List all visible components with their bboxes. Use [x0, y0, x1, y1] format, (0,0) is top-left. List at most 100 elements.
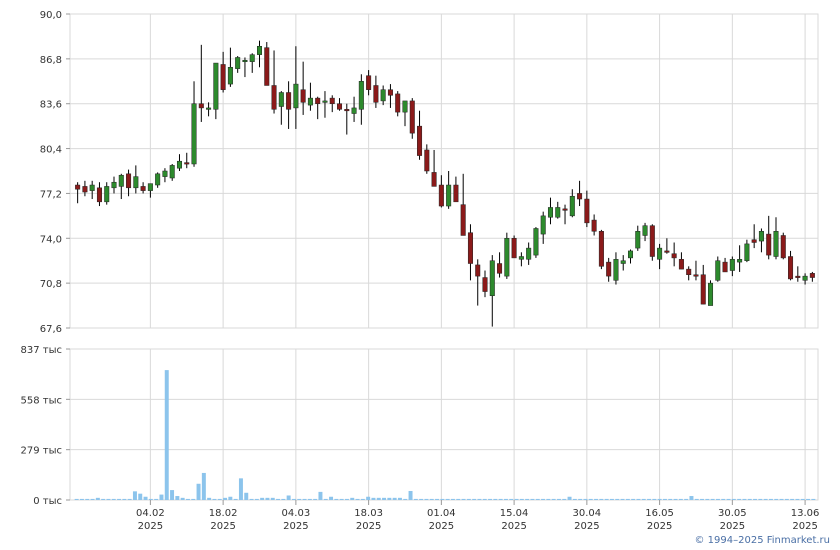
volume-bar	[419, 498, 424, 500]
volume-bar	[302, 498, 307, 500]
candle-body	[562, 208, 568, 211]
volume-bar	[350, 497, 355, 500]
volume-bar	[461, 498, 466, 500]
candle-body	[373, 85, 379, 103]
volume-bar	[715, 498, 720, 500]
x-tick-year: 2025	[283, 521, 308, 532]
volume-bar	[382, 497, 387, 500]
volume-bar	[588, 498, 593, 500]
volume-bar	[286, 495, 291, 500]
volume-bar	[726, 498, 731, 500]
x-tick-date: 04.03	[282, 508, 311, 519]
price-tick-label: 74,0	[40, 234, 62, 245]
volume-bar	[615, 498, 620, 500]
candle-body	[249, 54, 255, 62]
volume-tick-label: 558 тыс	[21, 395, 62, 406]
candle-body	[322, 100, 328, 103]
candle-body	[133, 176, 139, 189]
volume-bar	[424, 498, 429, 500]
candle-body	[176, 160, 182, 169]
candle-body	[533, 228, 539, 256]
volume-bar	[122, 498, 127, 500]
volume-bar	[148, 498, 153, 500]
candle-body	[620, 260, 626, 264]
volume-bar	[790, 498, 795, 500]
volume-bar	[170, 490, 175, 500]
volume-bar	[276, 498, 281, 500]
candle-body	[242, 60, 248, 63]
candle-body	[271, 85, 277, 110]
volume-bar	[503, 498, 508, 500]
volume-bar	[217, 498, 222, 500]
candle-body	[649, 225, 655, 257]
volume-bar	[180, 497, 185, 500]
volume-bar	[132, 491, 137, 500]
volume-bar	[265, 497, 270, 500]
candle-body	[577, 193, 583, 200]
volume-bar	[742, 498, 747, 500]
volume-bar	[694, 498, 699, 500]
volume-bar	[625, 498, 630, 500]
volume-bar	[768, 498, 773, 500]
volume-bar	[95, 497, 100, 500]
price-tick-label: 90,0	[40, 10, 62, 21]
candle-body	[155, 173, 161, 186]
price-tick-label: 67,6	[40, 324, 62, 335]
volume-bar	[270, 497, 275, 500]
volume-bar	[689, 496, 694, 500]
candle-body	[82, 186, 88, 193]
candle-body	[293, 83, 299, 109]
candle-body	[758, 231, 764, 242]
volume-bar	[355, 498, 360, 500]
volume-bar	[535, 498, 540, 500]
candle-body	[409, 100, 415, 134]
candle-body	[198, 103, 204, 109]
volume-bar	[731, 498, 736, 500]
volume-bar	[127, 498, 132, 500]
candle-body	[489, 260, 495, 297]
x-tick-date: 15.04	[500, 508, 529, 519]
volume-bar	[784, 498, 789, 500]
volume-bar	[678, 498, 683, 500]
candle-body	[75, 184, 81, 190]
volume-bar	[684, 498, 689, 500]
volume-bar	[366, 496, 371, 500]
volume-bar	[800, 498, 805, 500]
candle-body	[642, 225, 648, 236]
candle-body	[678, 259, 684, 270]
volume-bar	[249, 498, 254, 500]
volume-bar	[811, 498, 816, 500]
candle-body	[104, 186, 110, 203]
volume-bar	[223, 497, 228, 500]
candle-body	[598, 231, 604, 267]
candle-body	[387, 89, 393, 96]
volume-bar	[488, 498, 493, 500]
volume-bar	[138, 493, 143, 500]
volume-bar	[806, 498, 811, 500]
candle-body	[344, 109, 350, 112]
candle-body	[657, 247, 663, 260]
price-tick-label: 86,8	[40, 55, 62, 66]
volume-tick-label: 837 тыс	[21, 345, 62, 356]
candle-body	[773, 231, 779, 257]
x-tick-year: 2025	[720, 521, 745, 532]
volume-bar	[85, 498, 90, 500]
candle-body	[424, 149, 430, 172]
volume-bar	[721, 498, 726, 500]
volume-bar	[297, 498, 302, 500]
volume-bar	[440, 498, 445, 500]
candle-body	[664, 250, 670, 253]
volume-bar	[371, 497, 376, 500]
candle-body	[744, 243, 750, 261]
volume-bar	[737, 498, 742, 500]
volume-bar	[705, 498, 710, 500]
volume-bar	[636, 498, 641, 500]
candle-body	[482, 277, 488, 292]
candle-body	[460, 204, 466, 236]
candle-body	[518, 256, 524, 260]
candle-body	[417, 125, 423, 156]
volume-bar	[387, 497, 392, 500]
volume-bar	[408, 490, 413, 500]
volume-bar	[143, 496, 148, 500]
price-panel-frame	[69, 13, 819, 329]
